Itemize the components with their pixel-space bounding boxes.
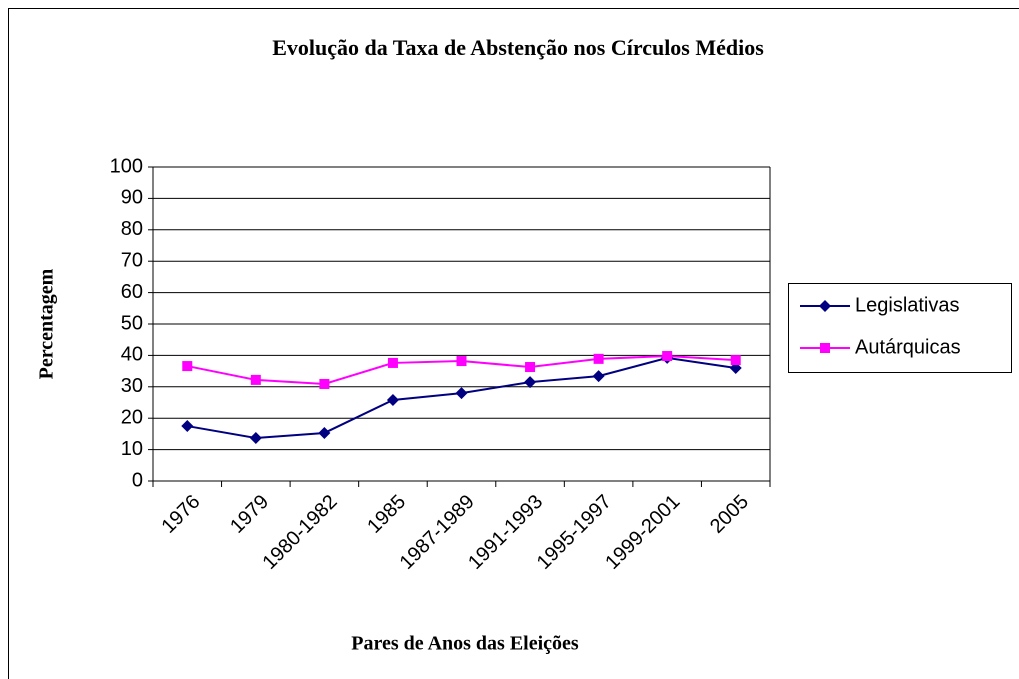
data-point (456, 356, 467, 367)
y-axis-label: Percentagem (36, 268, 58, 379)
x-tick-label: 2005 (706, 491, 753, 538)
x-tick-label: 1985 (363, 491, 410, 538)
data-point (524, 376, 537, 389)
y-tick-label: 90 (121, 187, 143, 209)
legend-marker (819, 300, 831, 312)
data-point (525, 362, 536, 373)
legend-marker (820, 343, 830, 353)
y-tick-label: 0 (132, 469, 143, 491)
x-tick-label: 1976 (158, 491, 205, 538)
y-tick-label: 100 (110, 155, 143, 177)
data-point (662, 351, 673, 362)
y-tick-label: 50 (121, 312, 143, 334)
y-tick-label: 10 (121, 438, 143, 460)
y-tick-label: 30 (121, 375, 143, 397)
x-tick-label: 1999-2001 (601, 491, 684, 574)
y-tick-label: 60 (121, 281, 143, 303)
data-point (249, 431, 262, 444)
data-point (592, 370, 605, 383)
data-point (730, 355, 741, 366)
data-point (181, 420, 194, 433)
data-point (318, 426, 331, 439)
data-point (593, 353, 604, 364)
legend-label: Legislativas (855, 294, 960, 316)
x-tick-label: 1979 (226, 491, 273, 538)
x-axis-label: Pares de Anos das Eleições (351, 633, 579, 655)
chart-frame (8, 8, 1019, 679)
data-point (455, 387, 468, 400)
data-point (387, 357, 398, 368)
y-tick-label: 80 (121, 218, 143, 240)
x-tick-label: 1980-1982 (258, 491, 341, 574)
y-tick-label: 70 (121, 249, 143, 271)
data-point (386, 393, 399, 406)
y-tick-label: 20 (121, 406, 143, 428)
y-tick-label: 40 (121, 344, 143, 366)
data-point (182, 361, 193, 372)
data-point (319, 378, 330, 389)
legend (788, 283, 1012, 373)
data-point (250, 374, 261, 385)
chart-title: Evolução da Taxa de Abstenção nos Círcul… (272, 35, 764, 60)
legend-label: Autárquicas (855, 336, 961, 358)
